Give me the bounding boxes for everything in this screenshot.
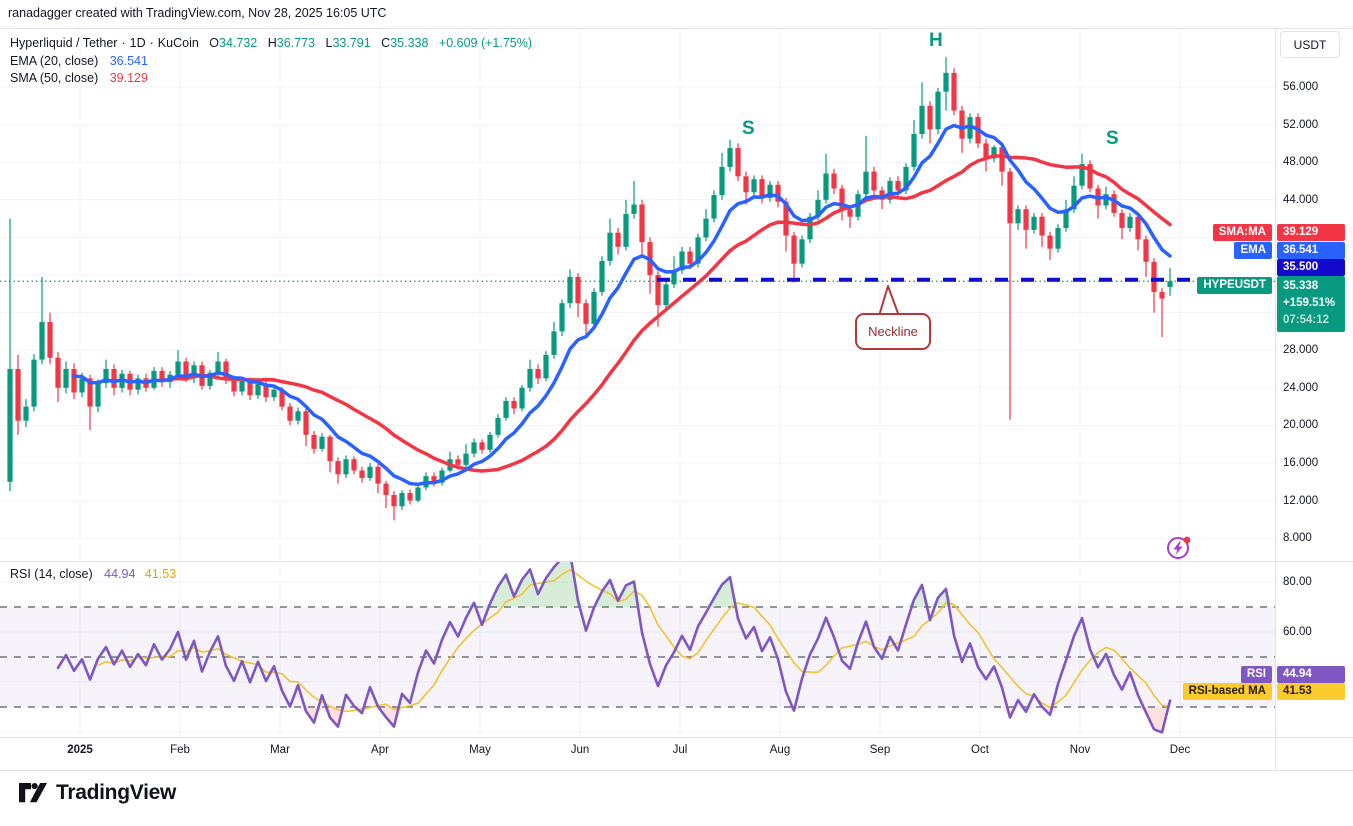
ohlc-open: 34.732 bbox=[219, 36, 258, 50]
rsi-ma-floating-label: RSI-based MA bbox=[1182, 683, 1272, 700]
price-tick: 16.000 bbox=[1283, 457, 1319, 469]
neckline-callout[interactable]: Neckline bbox=[855, 313, 931, 350]
price-tick: 48.000 bbox=[1283, 156, 1319, 169]
rsi-legend[interactable]: RSI (14, close) 44.94 41.53 bbox=[10, 567, 177, 581]
rsi-tick: 60.00 bbox=[1283, 626, 1312, 638]
price-tick: 12.000 bbox=[1283, 494, 1319, 507]
neckline-price-badge: 35.500 bbox=[1277, 259, 1345, 276]
price-axis-border bbox=[1275, 28, 1276, 770]
price-tick: 44.000 bbox=[1283, 193, 1319, 206]
time-tick-apr: Apr bbox=[371, 744, 389, 756]
time-tick-dec: Dec bbox=[1169, 744, 1191, 756]
time-tick-feb: Feb bbox=[170, 744, 190, 756]
ohlc-high: 36.773 bbox=[276, 36, 315, 50]
sma-floating-label: SMA:MA bbox=[1212, 224, 1272, 241]
tradingview-logo-text: TradingView bbox=[56, 781, 177, 804]
time-tick-2025: 2025 bbox=[67, 744, 93, 756]
right-shoulder-label[interactable]: S bbox=[1106, 128, 1119, 149]
symbol-floating-label: HYPEUSDT bbox=[1197, 277, 1272, 294]
tradingview-logo-icon bbox=[19, 783, 47, 803]
time-tick-may: May bbox=[469, 744, 491, 756]
ohlc-low: 33.791 bbox=[332, 36, 371, 50]
time-tick-jun: Jun bbox=[570, 744, 590, 756]
last-price: 35.338 bbox=[1283, 280, 1319, 292]
divider bbox=[0, 770, 1353, 771]
pane-separator[interactable] bbox=[0, 561, 1353, 562]
time-tick-nov: Nov bbox=[1069, 744, 1091, 756]
price-tick: 8.000 bbox=[1283, 532, 1312, 545]
sma-value: 39.129 bbox=[109, 71, 148, 85]
rsi-value-badge: 44.94 bbox=[1277, 666, 1345, 683]
lightning-idea-icon[interactable] bbox=[1164, 532, 1194, 562]
divider bbox=[0, 737, 1353, 738]
ema-price-badge: 36.541 bbox=[1277, 242, 1345, 259]
time-tick-aug: Aug bbox=[769, 744, 791, 756]
time-tick-sep: Sep bbox=[869, 744, 891, 756]
ema-legend[interactable]: EMA (20, close) 36.541 bbox=[10, 54, 148, 68]
time-tick-oct: Oct bbox=[971, 744, 989, 756]
sma-legend[interactable]: SMA (50, close) 39.129 bbox=[10, 71, 148, 85]
exchange: KuCoin bbox=[157, 36, 199, 50]
head-label[interactable]: H bbox=[929, 30, 943, 51]
rsi-value: 44.94 bbox=[104, 567, 136, 581]
price-tick: 28.000 bbox=[1283, 344, 1319, 357]
tradingview-logo[interactable]: TradingView bbox=[18, 780, 176, 806]
price-tick: 24.000 bbox=[1283, 381, 1319, 394]
rsi-ma-value-badge: 41.53 bbox=[1277, 683, 1345, 700]
ema-value: 36.541 bbox=[109, 54, 148, 68]
ema-floating-label: EMA bbox=[1234, 242, 1272, 259]
attribution-text: ranadagger created with TradingView.com,… bbox=[8, 6, 387, 20]
change-percent: +159.51% bbox=[1283, 297, 1336, 309]
symbol-legend[interactable]: Hyperliquid / Tether · 1D · KuCoin O34.732 H… bbox=[10, 36, 533, 50]
bar-countdown: 07:54:12 bbox=[1283, 314, 1330, 326]
divider bbox=[0, 28, 1353, 29]
left-shoulder-label[interactable]: S bbox=[742, 118, 755, 139]
price-tick: 52.000 bbox=[1283, 118, 1319, 131]
ohlc-close: 35.338 bbox=[390, 36, 429, 50]
time-tick-jul: Jul bbox=[672, 744, 688, 756]
change-value: +0.609 (+1.75%) bbox=[438, 36, 533, 50]
rsi-tick: 80.00 bbox=[1283, 576, 1312, 588]
rsi-floating-label: RSI bbox=[1240, 666, 1272, 683]
timeframe[interactable]: 1D bbox=[129, 36, 146, 50]
rsi-ma-value: 41.53 bbox=[144, 567, 177, 581]
symbol-title[interactable]: Hyperliquid / Tether bbox=[10, 36, 118, 50]
price-tick: 56.000 bbox=[1283, 81, 1319, 93]
price-tick: 20.000 bbox=[1283, 419, 1319, 432]
sma-price-badge: 39.129 bbox=[1277, 224, 1345, 241]
currency-toggle-button[interactable]: USDT bbox=[1280, 31, 1340, 58]
time-tick-mar: Mar bbox=[270, 744, 290, 756]
last-price-badge: 35.338 +159.51% 07:54:12 bbox=[1277, 276, 1345, 332]
